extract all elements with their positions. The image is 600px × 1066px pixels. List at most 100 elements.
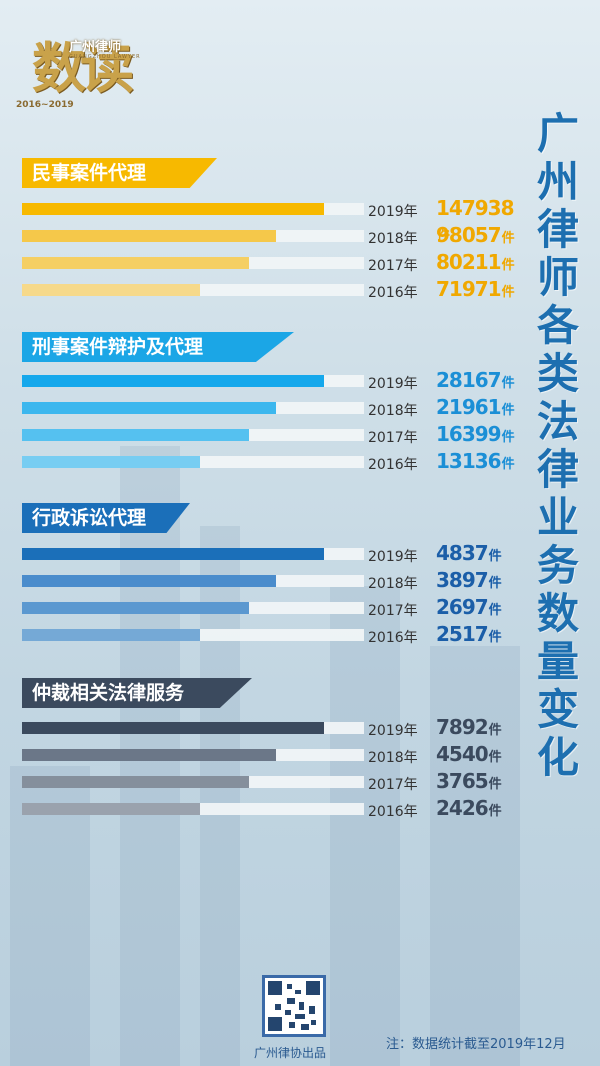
bar	[22, 776, 249, 788]
value-unit: 件	[501, 285, 515, 300]
bar-track	[22, 722, 364, 734]
logo: 数读 广州律师 GUANGZHOU LAWYER 2016~2019	[14, 14, 144, 114]
bar-track	[22, 284, 364, 296]
value-number: 4540	[436, 742, 489, 766]
qr-module	[299, 1002, 304, 1010]
bar-row: 2017年 16399件	[22, 422, 522, 446]
value-number: 16399	[436, 422, 502, 446]
qr-label: 广州律协出品	[254, 1046, 327, 1060]
bar	[22, 629, 200, 641]
section-title: 刑事案件辩护及代理	[22, 332, 294, 362]
value-label: 2517件	[436, 622, 502, 646]
value-unit: 件	[488, 549, 502, 564]
value-label: 3897件	[436, 568, 502, 592]
value-number: 2426	[436, 796, 489, 820]
qr-module	[287, 984, 292, 989]
value-number: 2697	[436, 595, 489, 619]
bar-track	[22, 257, 364, 269]
year-label: 2017年	[368, 258, 418, 274]
qr-module	[295, 990, 301, 994]
value-number: 21961	[436, 395, 502, 419]
bar	[22, 456, 200, 468]
bar-row: 2017年 3765件	[22, 769, 522, 793]
qr-module	[268, 981, 282, 995]
value-label: 2697件	[436, 595, 502, 619]
year-label: 2017年	[368, 777, 418, 793]
value-label: 7892件	[436, 715, 502, 739]
bar-row: 2016年 2426件	[22, 796, 522, 820]
bar	[22, 575, 276, 587]
bar	[22, 375, 324, 387]
bar-track	[22, 629, 364, 641]
bar-row: 2016年 13136件	[22, 449, 522, 473]
value-unit: 件	[488, 576, 502, 591]
qr-code	[262, 975, 326, 1037]
bar-track	[22, 602, 364, 614]
value-unit: 件	[501, 403, 515, 418]
qr-module	[268, 1017, 282, 1031]
qr-module	[287, 998, 295, 1004]
bar-row: 2017年 2697件	[22, 595, 522, 619]
value-unit: 件	[501, 376, 515, 391]
bar-row: 2018年 3897件	[22, 568, 522, 592]
bar-row: 2018年 98057件	[22, 223, 522, 247]
year-label: 2016年	[368, 630, 418, 646]
bar-row: 2018年 21961件	[22, 395, 522, 419]
year-label: 2018年	[368, 750, 418, 766]
bar	[22, 548, 324, 560]
year-label: 2019年	[368, 204, 418, 220]
background-building	[430, 646, 520, 1066]
bar-row: 2019年 28167件	[22, 368, 522, 392]
bar-track	[22, 203, 364, 215]
year-label: 2017年	[368, 603, 418, 619]
value-label: 16399件	[436, 422, 515, 446]
logo-years: 2016~2019	[16, 100, 74, 110]
bar	[22, 749, 276, 761]
value-number: 147938	[436, 196, 514, 220]
bar-row: 2016年 2517件	[22, 622, 522, 646]
bar-track	[22, 402, 364, 414]
bar-track	[22, 749, 364, 761]
value-number: 4837	[436, 541, 489, 565]
year-label: 2016年	[368, 457, 418, 473]
year-label: 2016年	[368, 804, 418, 820]
value-label: 4837件	[436, 541, 502, 565]
value-unit: 件	[488, 804, 502, 819]
bar	[22, 230, 276, 242]
bar-track	[22, 456, 364, 468]
year-label: 2019年	[368, 376, 418, 392]
title-char: 师	[536, 253, 579, 302]
value-label: 28167件	[436, 368, 515, 392]
value-unit: 件	[488, 630, 502, 645]
title-char: 律	[536, 205, 579, 254]
value-label: 13136件	[436, 449, 515, 473]
background-building	[330, 586, 400, 1066]
title-char: 类	[536, 349, 579, 398]
title-char: 法	[536, 397, 579, 446]
value-label: 2426件	[436, 796, 502, 820]
value-label: 147938 件	[436, 196, 522, 244]
value-label: 4540件	[436, 742, 502, 766]
title-char: 数	[536, 589, 579, 638]
value-number: 3897	[436, 568, 489, 592]
value-unit: 件	[488, 750, 502, 765]
value-number: 71971	[436, 277, 502, 301]
section-title: 仲裁相关法律服务	[22, 678, 252, 708]
qr-module	[289, 1022, 295, 1028]
year-label: 2019年	[368, 549, 418, 565]
year-label: 2018年	[368, 403, 418, 419]
background-building	[200, 526, 240, 1066]
logo-main-text: 数读	[32, 36, 134, 100]
value-number: 80211	[436, 250, 502, 274]
bar-track	[22, 803, 364, 815]
bar	[22, 803, 200, 815]
bar-track	[22, 548, 364, 560]
background-building	[10, 766, 90, 1066]
title-char: 律	[536, 445, 579, 494]
value-number: 7892	[436, 715, 489, 739]
title-char: 各	[536, 301, 579, 350]
value-label: 98057件	[436, 223, 515, 247]
value-number: 98057	[436, 223, 502, 247]
title-char: 变	[536, 685, 579, 734]
title-char: 化	[536, 733, 579, 782]
